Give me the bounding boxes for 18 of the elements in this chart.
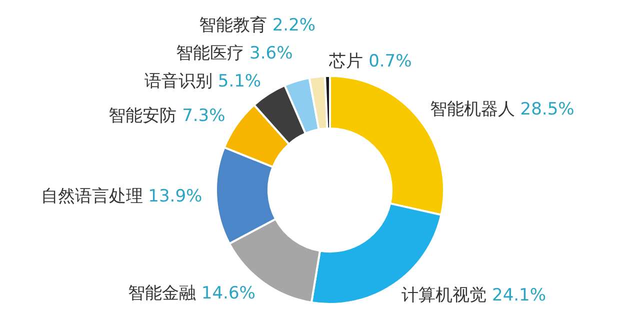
slice-label: 计算机视觉 (402, 286, 487, 306)
slice-label: 语音识别 (144, 72, 212, 92)
data-label: 3.6% (250, 44, 293, 64)
slice-label: 芯片 (328, 51, 364, 72)
data-label: 28.5% (520, 99, 574, 120)
data-label: 14.6% (201, 283, 256, 304)
data-label: 2.2% (272, 16, 316, 36)
data-label: 13.9% (148, 186, 202, 206)
slice-label: 智能金融 (128, 283, 196, 304)
data-label: 7.3% (182, 106, 226, 126)
data-label: 24.1% (492, 286, 546, 306)
slice-label: 自然语言处理 (40, 186, 143, 206)
slice-label: 智能安防 (108, 106, 177, 126)
data-label: 5.1% (218, 72, 262, 92)
slice-label: 智能机器人 (430, 99, 515, 120)
data-label: 0.7% (368, 51, 412, 72)
slice-label: 智能教育 (198, 16, 267, 36)
slice-label: 智能医疗 (176, 44, 244, 64)
